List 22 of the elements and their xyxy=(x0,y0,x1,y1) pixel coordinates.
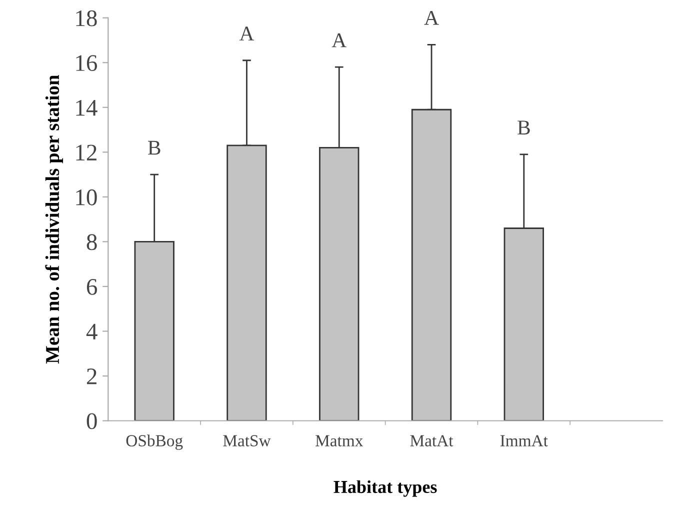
annotation: B xyxy=(148,140,160,155)
annotation: B xyxy=(518,120,530,134)
y-tick-label: 6 xyxy=(86,279,98,295)
y-tick-label: 12 xyxy=(76,144,96,160)
x-tick-label: OSbBog xyxy=(126,434,183,450)
y-tick-label: 16 xyxy=(76,55,98,72)
y-tick-label: 2 xyxy=(86,368,96,384)
x-axis-title: Habitat types xyxy=(334,480,437,497)
x-tick-label: MatAt xyxy=(410,435,454,446)
annotation: A xyxy=(332,33,346,48)
y-tick-label: 4 xyxy=(86,324,98,340)
annotation: A xyxy=(424,10,439,25)
y-tick-label: 14 xyxy=(76,100,98,116)
x-tick-label: MatSw xyxy=(223,435,271,446)
y-axis-title: Mean no. of individuals per station xyxy=(45,74,64,364)
y-tick-label: 8 xyxy=(86,234,97,250)
annotation: A xyxy=(239,26,254,40)
x-tick-label: Matmx xyxy=(316,435,363,446)
y-tick-label: 18 xyxy=(76,10,97,26)
y-tick-label: 0 xyxy=(86,413,97,430)
y-tick-label: 10 xyxy=(76,189,97,206)
x-tick-label: ImmAt xyxy=(500,435,548,446)
